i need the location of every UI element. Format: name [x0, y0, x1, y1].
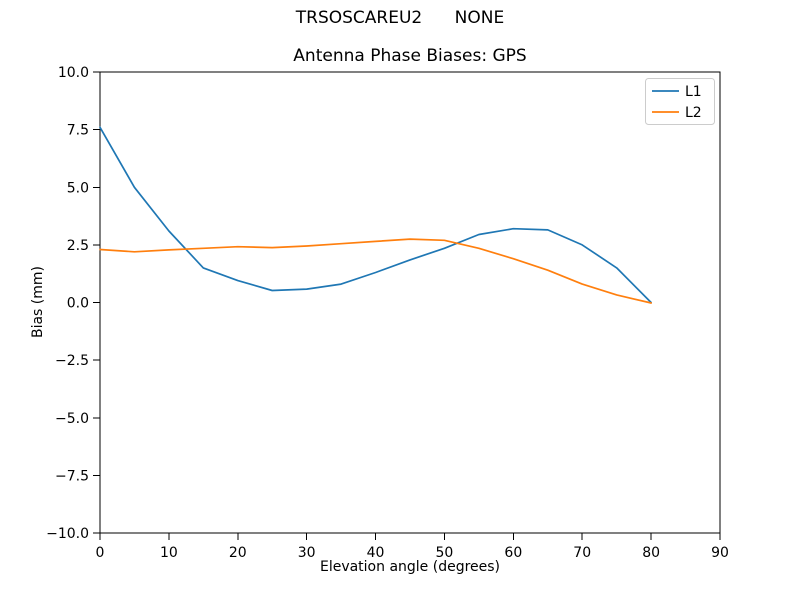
x-axis-label: Elevation angle (degrees)	[319, 559, 501, 575]
figure-suptitle: TRSOSCAREU2 NONE	[295, 8, 505, 28]
axes-title: Antenna Phase Biases: GPS	[293, 46, 527, 66]
x-tick-label: 50	[436, 545, 454, 561]
x-tick-label: 70	[573, 545, 591, 561]
y-tick-label: −2.5	[55, 353, 89, 369]
y-tick-label: −5.0	[55, 411, 89, 427]
x-tick-label: 20	[229, 545, 247, 561]
y-tick-label: 10.0	[58, 65, 89, 81]
y-tick-label: 7.5	[67, 123, 89, 139]
legend-frame	[645, 78, 715, 125]
x-tick-label: 90	[711, 545, 729, 561]
x-tick-label: 30	[298, 545, 316, 561]
x-tick-label: 60	[504, 545, 522, 561]
x-tick-label: 10	[160, 545, 178, 561]
axis-ticks: 0 10 20 30 40 50 60 70 80 90 −10.0 −7.5 −5.0 −2.5 0.0 2…	[46, 65, 729, 561]
y-tick-label: 0.0	[67, 296, 89, 312]
y-axis-label: Bias (mm)	[30, 265, 46, 339]
y-tick-label: −10.0	[46, 526, 89, 542]
x-tick-label: 80	[642, 545, 660, 561]
x-tick-label: 0	[96, 545, 105, 561]
y-tick-label: 2.5	[67, 238, 89, 254]
x-tick-label: 40	[367, 545, 385, 561]
y-tick-label: −7.5	[55, 468, 89, 484]
legend-label-l1: L1	[685, 84, 702, 100]
legend-label-l2: L2	[685, 105, 702, 121]
series-line-l2	[99, 238, 652, 304]
data-series	[99, 126, 652, 304]
y-tick-label: 5.0	[67, 180, 89, 196]
plot-border	[99, 71, 721, 534]
series-line-l1	[99, 126, 652, 304]
